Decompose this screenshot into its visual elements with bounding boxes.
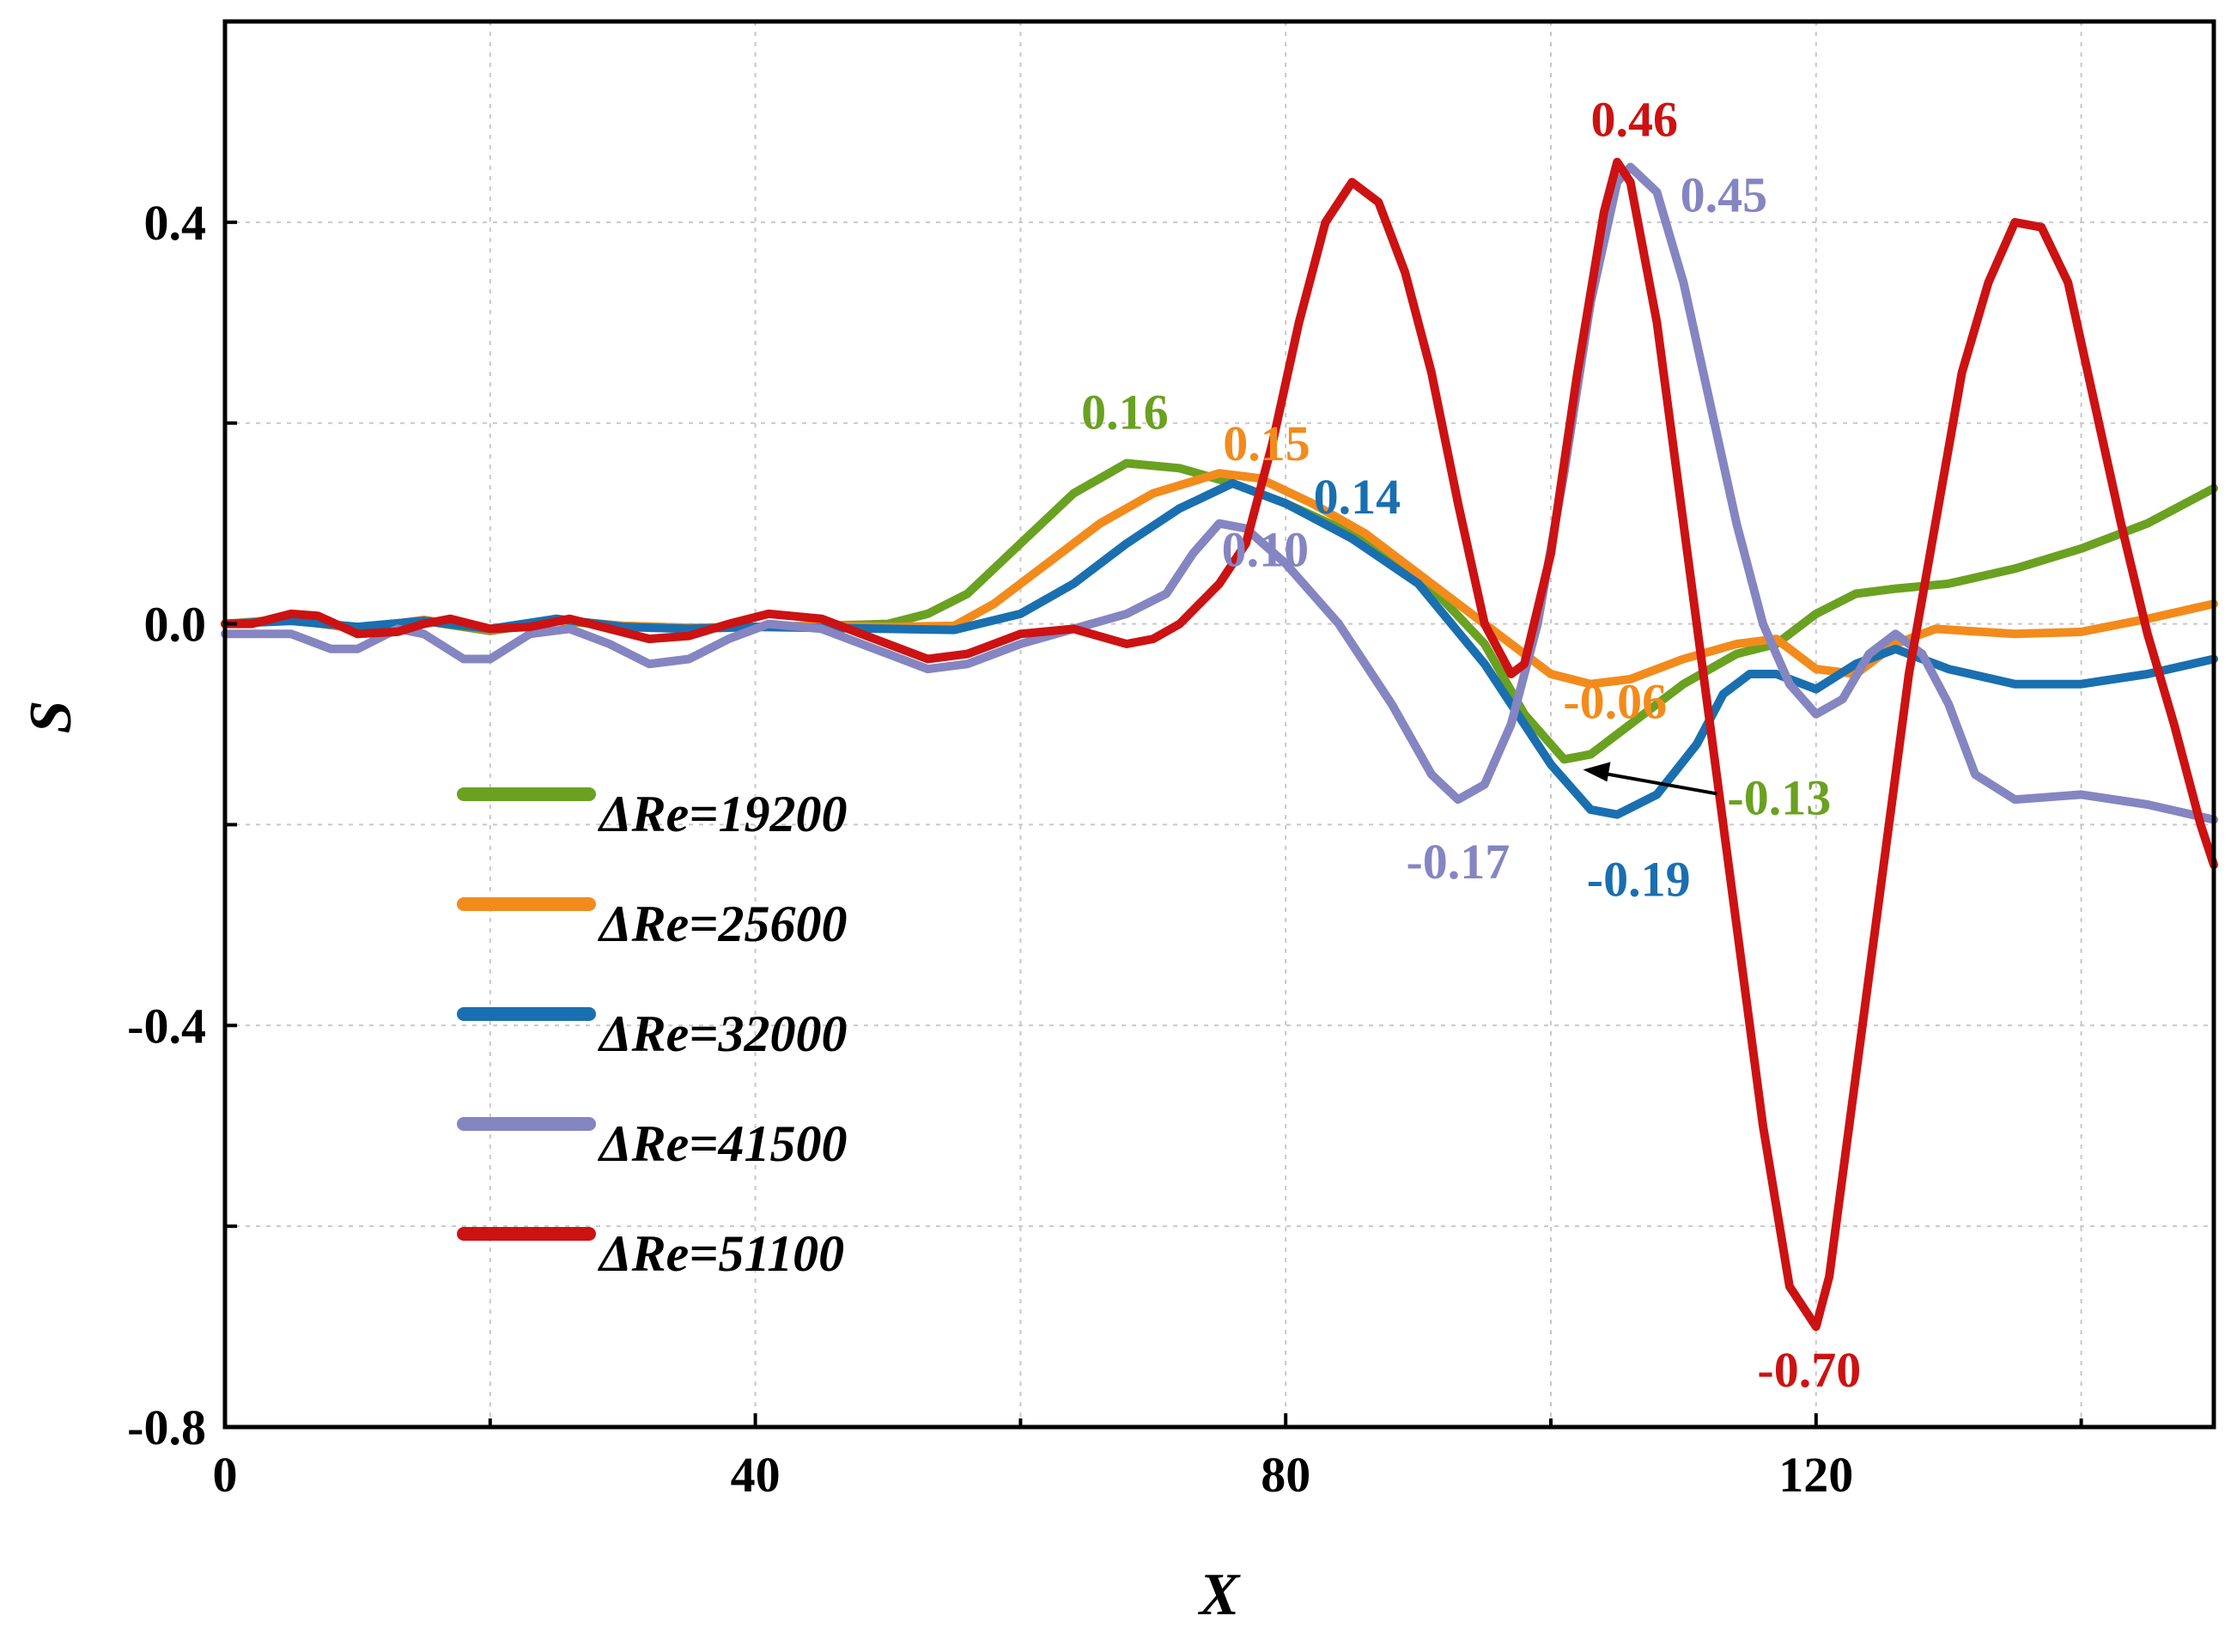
- series-line-4: [221, 157, 2218, 1332]
- x-tick-label: 40: [731, 1447, 781, 1503]
- data-label-6: -0.06: [1563, 674, 1667, 730]
- legend: ΔRe=19200 ΔRe=25600 ΔRe=32000 ΔRe=41500 ΔRe=…: [457, 786, 847, 1282]
- y-axis-title: S: [18, 701, 84, 734]
- data-label-1: 0.15: [1223, 416, 1310, 471]
- annotations: 0.16 0.150.140.10 0.460.45 -0.06 -0.13 -0.17 -…: [1081, 92, 1861, 1398]
- legend-label-4: ΔRe=51100: [598, 1225, 844, 1282]
- annotation-arrowhead: [1583, 762, 1611, 782]
- y-tick-label: -0.4: [127, 998, 206, 1054]
- data-label-4: 0.46: [1590, 92, 1678, 148]
- data-label-0: 0.16: [1081, 385, 1169, 440]
- data-label-9: -0.19: [1587, 852, 1691, 908]
- series-line-0: [221, 459, 2218, 764]
- data-label-5: 0.45: [1681, 167, 1768, 223]
- y-tick-label: 0.4: [144, 195, 207, 251]
- series-line-3: [221, 162, 2218, 824]
- legend-label-2: ΔRe=32000: [598, 1005, 847, 1062]
- series-line-2: [221, 478, 2218, 819]
- x-tick-label: 120: [1778, 1447, 1853, 1503]
- axes-layer: [222, 19, 2216, 1430]
- data-label-2: 0.14: [1314, 469, 1401, 525]
- legend-label-1: ΔRe=25600: [598, 896, 847, 952]
- annotation-arrow: [1602, 771, 1717, 796]
- y-tick-label: 0.0: [144, 597, 207, 653]
- legend-label-0: ΔRe=19200: [598, 786, 847, 842]
- x-axis-title: X: [1198, 1562, 1242, 1628]
- data-label-8: -0.17: [1406, 834, 1510, 890]
- grid-layer: [225, 21, 2214, 1427]
- y-tick-label: -0.8: [127, 1400, 206, 1455]
- data-label-7: -0.13: [1727, 769, 1831, 825]
- data-label-3: 0.10: [1222, 522, 1310, 578]
- series-layer: [221, 157, 2218, 1332]
- x-tick-label: 80: [1261, 1447, 1310, 1503]
- ticks-layer: 0 40 80 120 -0.8 -0.4 0.0 0.4: [127, 20, 2083, 1503]
- x-tick-label: 0: [213, 1447, 238, 1503]
- plot-frame: [222, 19, 2216, 1430]
- legend-label-3: ΔRe=41500: [598, 1115, 847, 1172]
- data-label-10: -0.70: [1757, 1342, 1861, 1398]
